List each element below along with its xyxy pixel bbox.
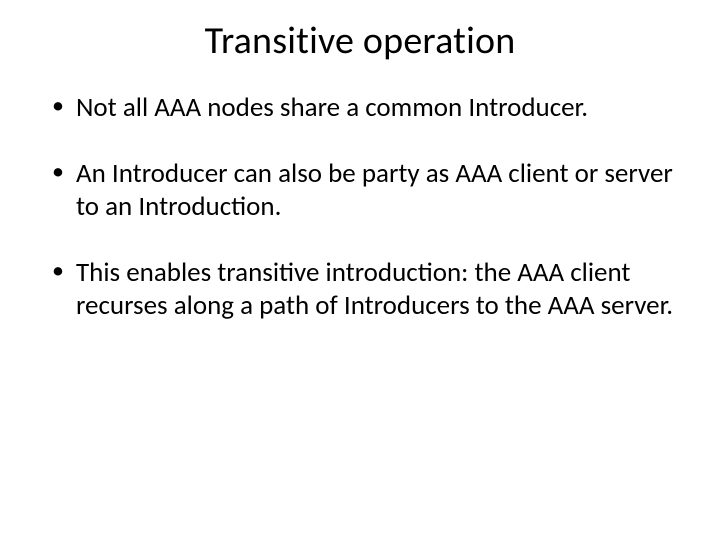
list-item: This enables transitive introduction: th… [48, 257, 680, 322]
list-item: Not all AAA nodes share a common Introdu… [48, 92, 680, 124]
slide-title: Transitive operation [40, 18, 680, 64]
list-item: An Introducer can also be party as AAA c… [48, 158, 680, 223]
bullet-list: Not all AAA nodes share a common Introdu… [48, 92, 680, 322]
slide: Transitive operation Not all AAA nodes s… [0, 0, 720, 540]
